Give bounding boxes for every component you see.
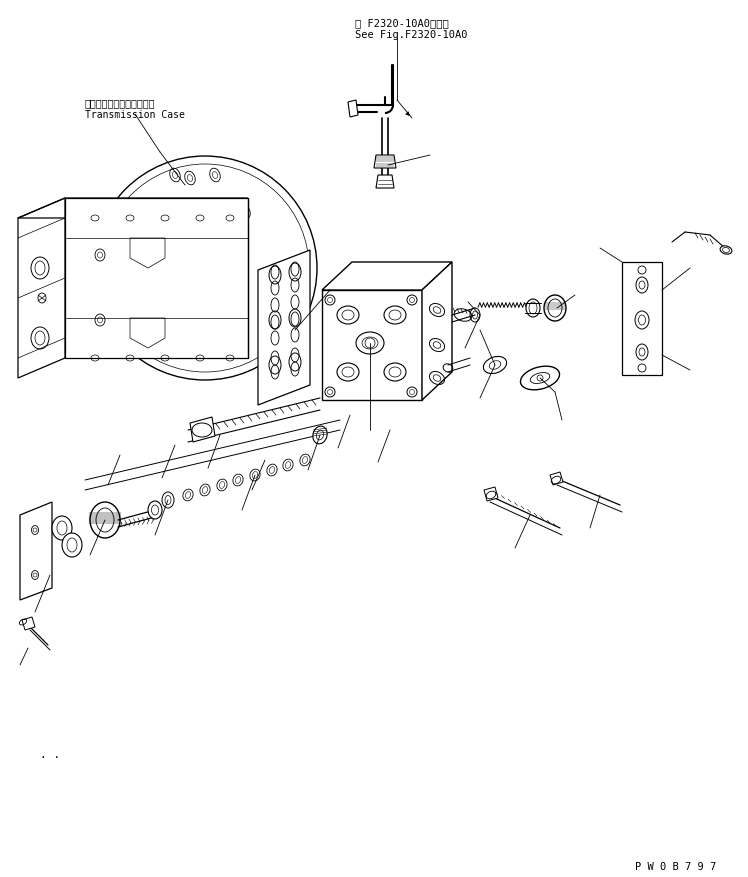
Text: . .: . . bbox=[40, 750, 61, 760]
Text: トランスミッションケース: トランスミッションケース bbox=[85, 98, 156, 108]
Text: Transmission Case: Transmission Case bbox=[85, 110, 185, 120]
Ellipse shape bbox=[720, 246, 732, 254]
Polygon shape bbox=[484, 487, 498, 501]
Text: P W 0 B 7 9 7: P W 0 B 7 9 7 bbox=[635, 862, 717, 872]
Polygon shape bbox=[322, 290, 422, 400]
Polygon shape bbox=[376, 175, 394, 188]
Polygon shape bbox=[22, 617, 35, 630]
Polygon shape bbox=[65, 198, 248, 358]
Text: 第 F2320-10A0図参照: 第 F2320-10A0図参照 bbox=[355, 18, 449, 28]
Polygon shape bbox=[348, 100, 358, 117]
Ellipse shape bbox=[313, 426, 327, 444]
Ellipse shape bbox=[90, 502, 120, 538]
Ellipse shape bbox=[526, 299, 540, 317]
Ellipse shape bbox=[521, 367, 560, 389]
Polygon shape bbox=[322, 262, 452, 290]
Ellipse shape bbox=[544, 295, 566, 321]
Polygon shape bbox=[20, 502, 52, 600]
Polygon shape bbox=[622, 262, 662, 375]
Polygon shape bbox=[190, 417, 215, 442]
Ellipse shape bbox=[148, 501, 162, 519]
Polygon shape bbox=[550, 472, 563, 485]
Text: See Fig.F2320-10A0: See Fig.F2320-10A0 bbox=[355, 30, 468, 40]
Ellipse shape bbox=[52, 516, 72, 540]
Polygon shape bbox=[422, 262, 452, 400]
Polygon shape bbox=[258, 250, 310, 405]
Polygon shape bbox=[374, 155, 396, 168]
Ellipse shape bbox=[162, 492, 174, 508]
Ellipse shape bbox=[62, 533, 82, 557]
Ellipse shape bbox=[483, 356, 506, 374]
